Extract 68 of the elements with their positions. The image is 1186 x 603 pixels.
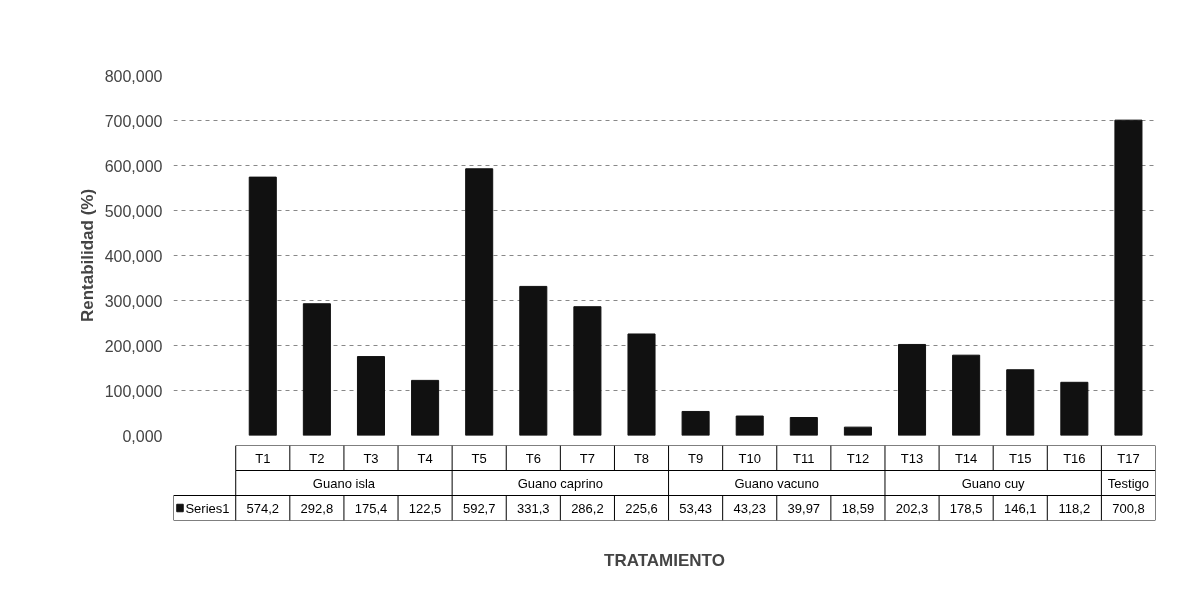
- y-tick-label: 300,000: [104, 292, 163, 310]
- y-tick-label: 500,000: [104, 202, 163, 220]
- y-tick-label: 100,000: [104, 382, 163, 400]
- data-label: 118,2: [1058, 500, 1091, 516]
- y-tick-label: 200,000: [104, 337, 163, 355]
- bar: [411, 379, 440, 436]
- x-tick-label: T13: [900, 450, 924, 466]
- x-tick-label: T1: [255, 450, 271, 466]
- y-tick-label: 700,000: [104, 112, 163, 130]
- y-tick-label: 800,000: [104, 67, 163, 85]
- y-tick-label: 600,000: [104, 157, 163, 175]
- legend-label: Series1: [185, 500, 230, 516]
- bar: [519, 285, 548, 436]
- bar: [1114, 119, 1143, 436]
- data-label: 53,43: [679, 500, 712, 516]
- x-tick-label: T2: [309, 450, 325, 466]
- data-label: 39,97: [787, 500, 821, 516]
- data-label: 292,8: [300, 500, 334, 516]
- bar: [843, 426, 872, 436]
- bar: [735, 415, 764, 436]
- data-label: 286,2: [571, 500, 604, 516]
- bar: [789, 417, 818, 436]
- x-axis-title: TRATAMIENTO: [604, 550, 725, 570]
- x-tick-label: T7: [579, 450, 595, 466]
- data-label: 18,59: [841, 500, 875, 516]
- bar: [952, 354, 981, 436]
- data-label: 331,3: [517, 500, 550, 516]
- bar: [302, 303, 331, 436]
- bar: [573, 306, 602, 436]
- bar: [1060, 381, 1089, 436]
- x-tick-label: T15: [1009, 450, 1032, 466]
- x-tick-label: T3: [363, 450, 379, 466]
- data-label: 574,2: [246, 500, 280, 516]
- data-label: 146,1: [1003, 500, 1037, 516]
- bar: [681, 410, 710, 436]
- data-label: 225,6: [625, 500, 658, 516]
- text: Guano caprino: [517, 475, 603, 491]
- y-tick-label: 0,000: [122, 427, 163, 445]
- bar: [356, 356, 386, 436]
- data-label: 122,5: [408, 500, 442, 516]
- x-tick-label: T5: [471, 450, 487, 466]
- text: Guano cuy: [961, 475, 1026, 491]
- x-tick-label: T12: [846, 450, 870, 466]
- bar: [248, 176, 277, 436]
- text: Guano isla: [312, 475, 376, 491]
- x-tick-label: T14: [954, 450, 978, 466]
- bar: [898, 343, 927, 436]
- x-tick-label: T17: [1117, 450, 1140, 466]
- data-label: 700,8: [1112, 500, 1145, 516]
- data-label: 175,4: [354, 500, 388, 516]
- x-tick-label: T10: [738, 450, 761, 466]
- y-axis-title: Rentabilidad (%): [77, 188, 97, 323]
- text: Testigo: [1107, 475, 1150, 491]
- x-tick-label: T8: [633, 450, 650, 466]
- x-tick-label: T4: [417, 450, 433, 466]
- text: Guano vacuno: [734, 475, 820, 491]
- x-tick-label: T16: [1063, 450, 1086, 466]
- data-label: 43,23: [733, 500, 766, 516]
- x-tick-label: T11: [793, 450, 815, 466]
- bar: [1006, 369, 1035, 436]
- data-label: 178,5: [949, 500, 983, 516]
- x-tick-label: T9: [688, 450, 704, 466]
- bar: [465, 168, 494, 436]
- bar: [627, 333, 656, 436]
- data-label: 592,7: [462, 500, 496, 516]
- y-tick-label: 400,000: [104, 247, 163, 265]
- data-label: 202,3: [895, 500, 929, 516]
- x-tick-label: T6: [525, 450, 541, 466]
